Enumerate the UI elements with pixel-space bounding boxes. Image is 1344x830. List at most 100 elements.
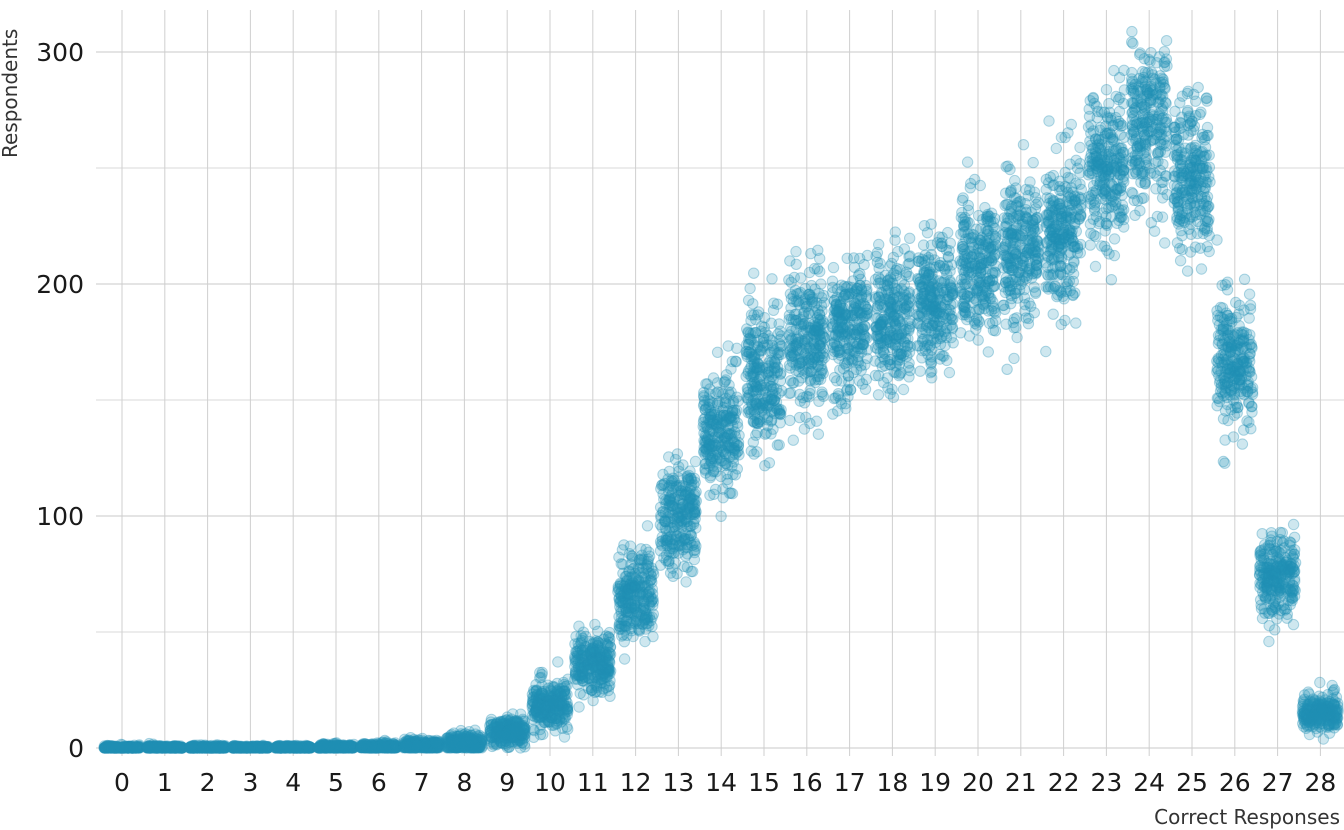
data-point — [618, 653, 631, 665]
data-point — [827, 408, 839, 420]
data-point — [897, 383, 910, 396]
data-point — [120, 742, 133, 754]
data-point — [630, 573, 643, 586]
data-point — [99, 742, 112, 754]
data-point — [109, 741, 121, 753]
data-point — [699, 429, 712, 442]
data-point — [102, 739, 114, 752]
data-point — [803, 266, 816, 279]
data-point — [120, 740, 132, 752]
data-point — [115, 742, 127, 754]
data-point — [889, 338, 902, 351]
data-point — [754, 345, 766, 357]
data-point — [854, 279, 866, 292]
data-point — [673, 536, 685, 548]
data-point — [253, 741, 265, 753]
data-point — [669, 525, 681, 537]
data-point — [123, 742, 135, 754]
data-point — [785, 293, 798, 305]
data-point — [788, 349, 800, 361]
data-point — [123, 740, 136, 753]
data-point — [117, 742, 130, 754]
data-point — [103, 741, 115, 753]
data-point — [127, 742, 139, 754]
data-point — [538, 716, 550, 728]
data-point — [724, 412, 736, 425]
data-point — [558, 685, 571, 697]
data-point — [751, 446, 763, 458]
data-point — [870, 250, 882, 262]
data-point — [715, 420, 727, 432]
data-point — [122, 742, 134, 754]
data-point — [119, 742, 131, 754]
data-point — [747, 368, 759, 380]
data-point — [841, 326, 853, 338]
data-point — [128, 742, 140, 754]
data-point — [827, 261, 840, 274]
data-point — [872, 389, 885, 401]
data-point — [130, 741, 143, 753]
data-point — [123, 741, 135, 753]
data-point — [662, 494, 674, 507]
data-point — [685, 565, 697, 578]
data-point — [680, 576, 692, 588]
data-point — [620, 615, 632, 627]
data-point — [784, 414, 796, 427]
data-point — [112, 742, 125, 754]
data-point — [116, 741, 128, 753]
data-point — [131, 741, 143, 754]
data-point — [888, 366, 900, 378]
data-point — [116, 741, 129, 754]
data-point — [113, 741, 125, 754]
data-point — [790, 258, 802, 270]
data-point — [106, 740, 118, 752]
data-point — [914, 365, 926, 377]
data-point — [464, 732, 477, 745]
data-point — [124, 741, 137, 753]
data-point — [122, 742, 134, 754]
data-point — [679, 489, 692, 501]
data-point — [852, 322, 864, 334]
data-point — [742, 326, 754, 338]
data-point — [131, 742, 143, 754]
data-point — [690, 540, 702, 552]
data-point — [748, 309, 760, 321]
data-point — [602, 640, 614, 652]
data-point — [616, 579, 628, 592]
data-point — [118, 741, 131, 753]
data-point — [771, 298, 784, 310]
data-point — [744, 282, 756, 295]
data-point — [571, 673, 584, 685]
data-point — [903, 357, 915, 369]
data-point — [792, 375, 805, 387]
data-point — [841, 385, 853, 397]
data-point — [237, 741, 249, 753]
data-point — [113, 742, 126, 754]
data-point — [552, 656, 564, 668]
data-point — [903, 325, 915, 337]
data-point — [892, 328, 904, 341]
data-point — [783, 387, 795, 399]
data-point — [830, 305, 842, 317]
data-point — [667, 570, 679, 582]
data-point — [700, 467, 712, 479]
data-point — [126, 741, 139, 754]
data-point — [130, 740, 142, 753]
data-point — [887, 268, 900, 280]
data-point — [766, 273, 778, 285]
data-point — [127, 741, 139, 754]
data-point — [812, 318, 824, 330]
data-point — [842, 370, 854, 382]
data-point — [108, 742, 120, 754]
data-point — [812, 428, 825, 440]
data-point — [113, 742, 125, 754]
data-point — [662, 555, 675, 568]
data-point — [130, 742, 142, 754]
data-point — [302, 741, 315, 753]
data-point — [685, 472, 697, 485]
data-point — [111, 742, 123, 754]
data-point — [112, 742, 125, 754]
data-point — [758, 332, 770, 345]
data-point — [411, 740, 423, 752]
data-point — [603, 626, 616, 639]
